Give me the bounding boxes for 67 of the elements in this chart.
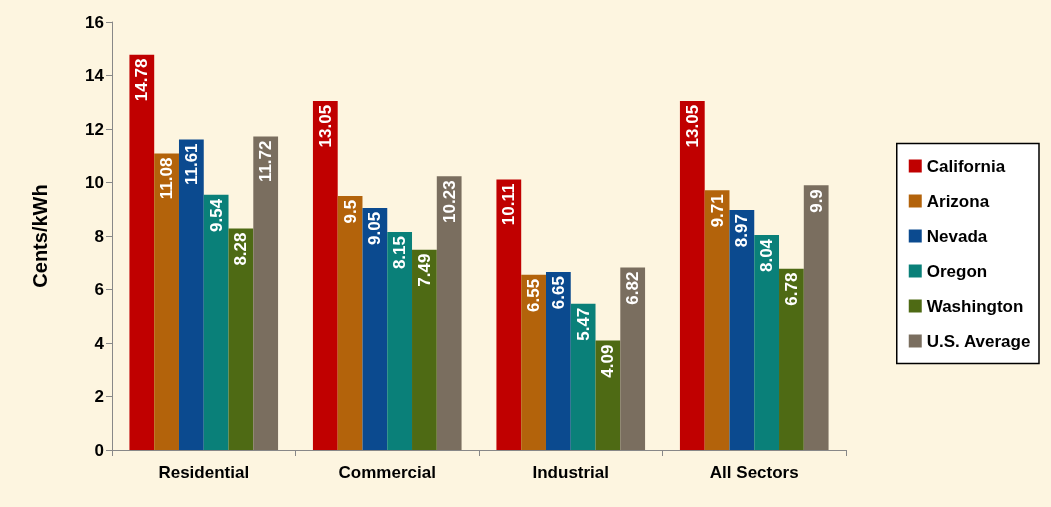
data-label: 8.28 bbox=[231, 232, 251, 266]
data-label: 11.61 bbox=[181, 143, 201, 186]
legend-label: Oregon bbox=[926, 261, 988, 281]
data-label: 13.05 bbox=[315, 104, 335, 148]
x-tick-label: Industrial bbox=[532, 463, 610, 482]
bar bbox=[178, 139, 204, 450]
bar bbox=[521, 274, 546, 450]
y-tick-label: 4 bbox=[94, 333, 105, 353]
bar bbox=[362, 207, 388, 450]
data-label: 6.65 bbox=[548, 276, 568, 310]
y-tick-label: 2 bbox=[94, 387, 104, 406]
x-tick-label: All Sectors bbox=[709, 463, 799, 482]
data-label: 9.54 bbox=[206, 198, 226, 232]
bar bbox=[754, 234, 780, 450]
data-label: 9.5 bbox=[340, 199, 360, 224]
data-label: 8.97 bbox=[732, 214, 752, 248]
y-tick-label: 6 bbox=[94, 280, 104, 299]
bar bbox=[387, 231, 413, 450]
data-label: 9.71 bbox=[707, 194, 727, 228]
legend-label: Arizona bbox=[926, 191, 990, 211]
data-label: 7.49 bbox=[414, 253, 434, 287]
y-axis-title: Cents/kWh bbox=[29, 184, 51, 288]
y-tick-label: 16 bbox=[85, 12, 104, 32]
legend-label: Nevada bbox=[926, 226, 988, 246]
legend-label: Washington bbox=[926, 296, 1024, 316]
y-tick-label: 8 bbox=[94, 226, 104, 246]
data-label: 6.78 bbox=[781, 272, 801, 306]
bar bbox=[337, 195, 363, 450]
bar bbox=[312, 100, 338, 450]
bar bbox=[412, 249, 437, 450]
y-tick-label: 12 bbox=[85, 119, 104, 139]
data-label: 13.05 bbox=[682, 104, 702, 148]
bar bbox=[496, 179, 522, 450]
bar bbox=[779, 268, 804, 450]
data-label: 5.47 bbox=[573, 307, 593, 341]
bar bbox=[436, 176, 462, 450]
bar bbox=[620, 267, 646, 450]
data-label: 6.82 bbox=[623, 271, 643, 305]
data-label: 10.11 bbox=[499, 183, 519, 226]
bar bbox=[570, 303, 596, 450]
data-label: 14.78 bbox=[132, 58, 152, 102]
y-tick-label: 14 bbox=[85, 66, 105, 85]
legend-label: California bbox=[926, 156, 1006, 176]
bar bbox=[704, 190, 730, 450]
legend-label: U.S. Average bbox=[926, 331, 1031, 351]
x-tick-label: Commercial bbox=[338, 463, 436, 482]
bar bbox=[203, 194, 229, 450]
data-label: 4.09 bbox=[598, 344, 618, 378]
bar bbox=[129, 54, 155, 450]
bar bbox=[253, 136, 279, 450]
x-tick-label: Residential bbox=[158, 463, 250, 482]
data-label: 9.9 bbox=[806, 189, 826, 213]
bar bbox=[729, 210, 755, 450]
bar bbox=[545, 272, 571, 450]
bar bbox=[679, 100, 705, 450]
y-tick-label: 0 bbox=[94, 440, 104, 460]
data-label: 10.23 bbox=[439, 180, 459, 223]
bar bbox=[154, 153, 179, 450]
data-label: 11.72 bbox=[256, 140, 276, 183]
y-tick-label: 10 bbox=[85, 173, 104, 192]
data-label: 8.04 bbox=[757, 238, 777, 273]
data-label: 11.08 bbox=[157, 157, 177, 200]
data-label: 8.15 bbox=[390, 235, 410, 270]
bar bbox=[803, 185, 829, 450]
bar bbox=[228, 228, 254, 450]
data-label: 9.05 bbox=[365, 211, 385, 246]
data-label: 6.55 bbox=[524, 278, 544, 312]
